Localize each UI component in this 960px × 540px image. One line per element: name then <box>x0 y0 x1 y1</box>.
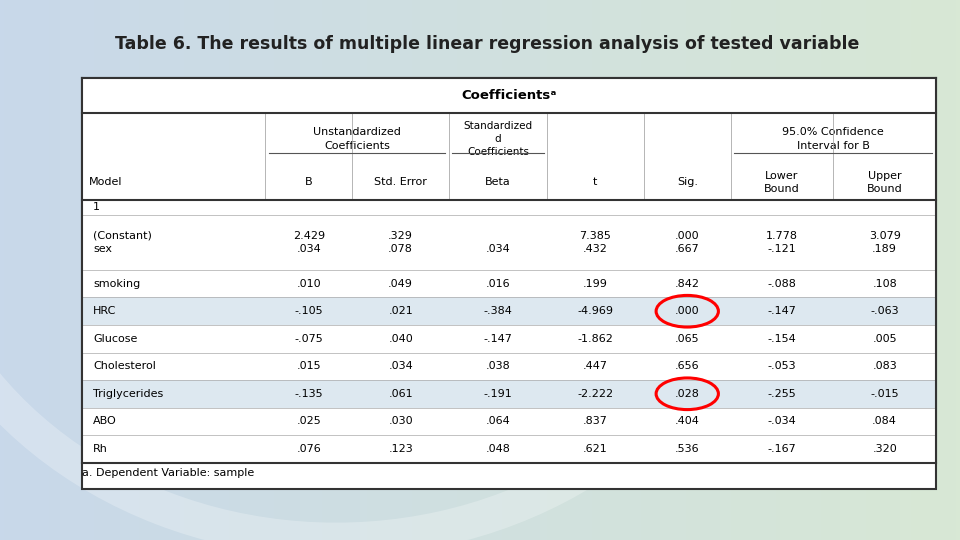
Text: a. Dependent Variable: sample: a. Dependent Variable: sample <box>82 468 253 478</box>
Text: Std. Error: Std. Error <box>374 177 427 187</box>
Text: .656: .656 <box>675 361 700 372</box>
Text: smoking: smoking <box>93 279 140 289</box>
Text: .842: .842 <box>675 279 700 289</box>
Text: Unstandardized
Coefficients: Unstandardized Coefficients <box>314 127 401 151</box>
Text: .005: .005 <box>873 334 897 344</box>
Text: 3.079
.189: 3.079 .189 <box>869 231 900 254</box>
Text: .025: .025 <box>297 416 321 426</box>
Text: t: t <box>593 177 597 187</box>
Text: Beta: Beta <box>485 177 511 187</box>
Text: .065: .065 <box>675 334 700 344</box>
Text: Model: Model <box>89 177 123 187</box>
Text: .536: .536 <box>675 444 700 454</box>
Text: -.255: -.255 <box>767 389 796 399</box>
Text: .000: .000 <box>675 306 700 316</box>
Text: .320: .320 <box>873 444 897 454</box>
Text: .447: .447 <box>583 361 608 372</box>
Text: -.147: -.147 <box>484 334 513 344</box>
Text: B: B <box>305 177 313 187</box>
Text: .030: .030 <box>389 416 413 426</box>
Text: -4.969: -4.969 <box>577 306 613 316</box>
Text: (Constant)
sex: (Constant) sex <box>93 231 152 254</box>
Text: Cholesterol: Cholesterol <box>93 361 156 372</box>
Text: Upper
Bound: Upper Bound <box>867 171 902 194</box>
Text: .329
.078: .329 .078 <box>388 231 413 254</box>
Text: -.053: -.053 <box>768 361 796 372</box>
Text: .015: .015 <box>297 361 321 372</box>
Text: Lower
Bound: Lower Bound <box>764 171 800 194</box>
Text: Table 6. The results of multiple linear regression analysis of tested variable: Table 6. The results of multiple linear … <box>115 35 859 53</box>
Text: -.034: -.034 <box>767 416 796 426</box>
Text: 1: 1 <box>93 202 100 212</box>
Text: .083: .083 <box>873 361 897 372</box>
Text: .064: .064 <box>486 416 511 426</box>
Text: .016: .016 <box>486 279 511 289</box>
Text: HRC: HRC <box>93 306 116 316</box>
Text: Sig.: Sig. <box>677 177 698 187</box>
Text: .038: .038 <box>486 361 511 372</box>
Text: .000
.667: .000 .667 <box>675 231 700 254</box>
Text: .040: .040 <box>388 334 413 344</box>
Text: Coefficientsᵃ: Coefficientsᵃ <box>461 89 557 103</box>
Text: 2.429
.034: 2.429 .034 <box>293 231 324 254</box>
Text: -.135: -.135 <box>295 389 323 399</box>
Text: .108: .108 <box>873 279 897 289</box>
Text: .404: .404 <box>675 416 700 426</box>
Text: Rh: Rh <box>93 444 108 454</box>
Text: .076: .076 <box>297 444 321 454</box>
Text: .084: .084 <box>873 416 897 426</box>
Text: .034: .034 <box>486 231 511 254</box>
Text: .123: .123 <box>388 444 413 454</box>
Text: -2.222: -2.222 <box>577 389 613 399</box>
Text: -.105: -.105 <box>295 306 323 316</box>
Text: 1.778
-.121: 1.778 -.121 <box>766 231 798 254</box>
Text: -.063: -.063 <box>871 306 899 316</box>
Text: Standardized
d
Coefficients: Standardized d Coefficients <box>464 121 533 157</box>
Text: .199: .199 <box>583 279 608 289</box>
Text: 7.385
.432: 7.385 .432 <box>580 231 612 254</box>
Text: -.088: -.088 <box>767 279 797 289</box>
Text: .021: .021 <box>388 306 413 316</box>
Text: -.015: -.015 <box>871 389 899 399</box>
Text: 95.0% Confidence
Interval for B: 95.0% Confidence Interval for B <box>782 127 884 151</box>
Text: -.167: -.167 <box>767 444 796 454</box>
Text: ABO: ABO <box>93 416 117 426</box>
Text: .048: .048 <box>486 444 511 454</box>
Text: .034: .034 <box>388 361 413 372</box>
Text: -.384: -.384 <box>484 306 513 316</box>
Text: -.191: -.191 <box>484 389 513 399</box>
Text: -.154: -.154 <box>767 334 796 344</box>
Text: .621: .621 <box>583 444 608 454</box>
Text: Glucose: Glucose <box>93 334 137 344</box>
Text: .837: .837 <box>583 416 608 426</box>
Text: Triglycerides: Triglycerides <box>93 389 163 399</box>
Text: .010: .010 <box>297 279 321 289</box>
Text: -.075: -.075 <box>295 334 324 344</box>
Text: .049: .049 <box>388 279 413 289</box>
Text: .028: .028 <box>675 389 700 399</box>
Text: -1.862: -1.862 <box>577 334 613 344</box>
Text: -.147: -.147 <box>767 306 797 316</box>
Text: .061: .061 <box>389 389 413 399</box>
